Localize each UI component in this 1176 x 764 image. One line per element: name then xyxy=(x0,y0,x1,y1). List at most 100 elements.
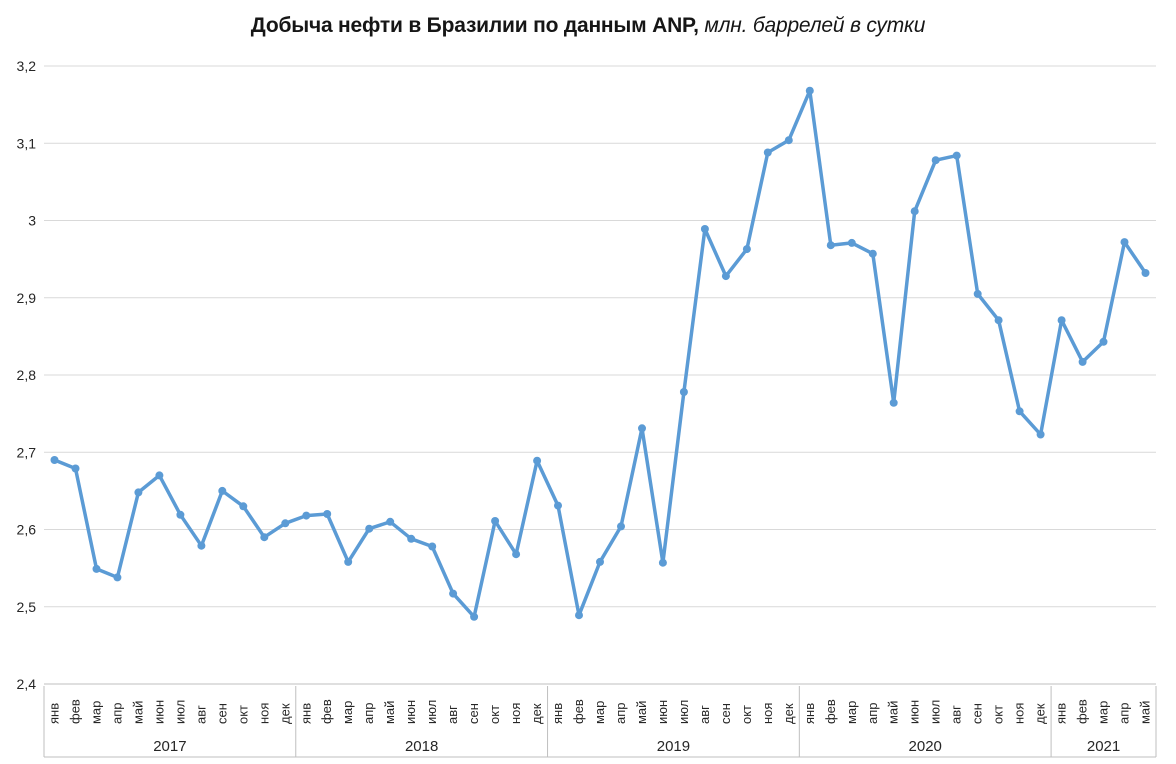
data-point-marker xyxy=(365,524,374,533)
data-point-marker xyxy=(638,424,646,433)
x-month-label: фев xyxy=(571,699,586,724)
data-point-marker xyxy=(113,573,122,582)
data-point-marker xyxy=(1057,316,1066,325)
x-month-label: май xyxy=(1138,701,1153,724)
data-point-marker xyxy=(302,511,311,520)
x-month-label: окт xyxy=(235,705,250,724)
x-year-label: 2017 xyxy=(153,738,186,755)
data-point-marker xyxy=(1036,430,1045,439)
data-point-marker xyxy=(973,289,982,298)
x-month-label: авг xyxy=(193,705,208,724)
x-month-label: дек xyxy=(1033,703,1048,724)
x-month-label: фев xyxy=(319,699,334,724)
x-month-label: ноя xyxy=(760,703,775,724)
x-month-label: апр xyxy=(361,703,376,725)
y-tick-label: 2,5 xyxy=(17,599,37,615)
data-point-marker xyxy=(910,207,919,216)
x-month-label: авг xyxy=(445,705,460,724)
x-month-label: апр xyxy=(865,703,880,725)
x-month-label: окт xyxy=(487,705,502,724)
data-point-marker xyxy=(826,241,835,250)
chart-title-main: Добыча нефти в Бразилии по данным ANP, xyxy=(250,14,699,37)
x-month-label: янв xyxy=(298,703,313,724)
x-month-label: янв xyxy=(802,703,817,724)
data-point-marker xyxy=(784,136,793,145)
data-point-marker xyxy=(407,534,416,543)
x-month-label: май xyxy=(634,701,649,724)
y-tick-label: 3 xyxy=(28,213,36,229)
y-tick-label: 2,7 xyxy=(17,444,37,460)
data-point-marker xyxy=(470,612,479,621)
x-year-label: 2020 xyxy=(909,738,942,755)
data-point-marker xyxy=(994,316,1003,325)
data-point-marker xyxy=(700,225,709,233)
data-point-marker xyxy=(176,510,185,519)
x-month-label: дек xyxy=(277,703,292,724)
y-tick-label: 2,6 xyxy=(17,522,37,538)
data-point-marker xyxy=(197,541,206,550)
data-point-marker xyxy=(596,557,604,566)
chart-title-subtitle: млн. баррелей в сутки xyxy=(698,14,926,37)
x-month-label: мар xyxy=(88,701,103,724)
x-month-label: мар xyxy=(1096,701,1111,724)
data-point-marker xyxy=(679,388,688,396)
x-month-label: июн xyxy=(403,700,418,724)
x-month-label: янв xyxy=(46,703,61,724)
x-month-label: сен xyxy=(214,703,229,724)
data-point-marker xyxy=(889,398,898,407)
data-point-marker xyxy=(344,557,353,566)
x-month-label: апр xyxy=(1117,703,1132,725)
data-point-marker xyxy=(554,501,562,510)
data-point-marker xyxy=(71,464,80,473)
x-month-label: авг xyxy=(697,705,712,724)
data-point-marker xyxy=(218,486,227,495)
x-month-label: июн xyxy=(907,700,922,724)
data-point-marker xyxy=(50,456,59,464)
x-month-label: апр xyxy=(613,703,628,725)
data-point-marker xyxy=(428,542,437,551)
x-month-label: ноя xyxy=(1012,703,1027,724)
data-point-marker xyxy=(134,488,143,497)
data-point-marker xyxy=(742,245,751,254)
x-month-label: май xyxy=(886,701,901,724)
x-month-label: июн xyxy=(655,700,670,724)
data-point-marker xyxy=(617,522,625,531)
x-month-label: мар xyxy=(340,701,355,724)
data-point-marker xyxy=(491,517,500,525)
data-point-marker xyxy=(533,456,542,465)
x-month-label: июл xyxy=(676,700,691,724)
data-point-marker xyxy=(952,151,961,160)
y-tick-label: 3,1 xyxy=(17,135,37,151)
data-point-marker xyxy=(847,238,856,247)
y-tick-label: 2,8 xyxy=(17,367,37,383)
x-month-label: окт xyxy=(739,705,754,724)
data-point-marker xyxy=(1099,337,1108,346)
data-point-marker xyxy=(931,156,940,165)
x-month-label: сен xyxy=(718,703,733,724)
x-month-label: фев xyxy=(1075,699,1090,724)
x-month-label: фев xyxy=(67,699,82,724)
series-line xyxy=(52,88,1148,619)
x-year-label: 2019 xyxy=(657,738,690,755)
data-point-marker xyxy=(575,611,583,620)
x-month-label: мар xyxy=(844,701,859,724)
x-month-label: окт xyxy=(991,705,1006,724)
data-point-marker xyxy=(92,564,101,573)
x-month-label: июл xyxy=(172,700,187,724)
x-month-label: дек xyxy=(781,703,796,724)
data-point-marker xyxy=(658,558,667,567)
data-point-marker xyxy=(763,148,772,157)
data-point-marker xyxy=(1141,269,1150,277)
x-year-label: 2021 xyxy=(1087,738,1120,755)
data-point-marker xyxy=(721,272,730,281)
data-point-marker xyxy=(1015,407,1024,416)
y-tick-label: 3,2 xyxy=(17,58,37,74)
data-point-marker xyxy=(1120,238,1129,247)
x-month-label: май xyxy=(382,701,397,724)
x-month-label: ноя xyxy=(256,703,271,724)
x-month-label: июл xyxy=(928,700,943,724)
x-month-label: апр xyxy=(109,703,124,725)
data-point-marker xyxy=(155,471,164,480)
